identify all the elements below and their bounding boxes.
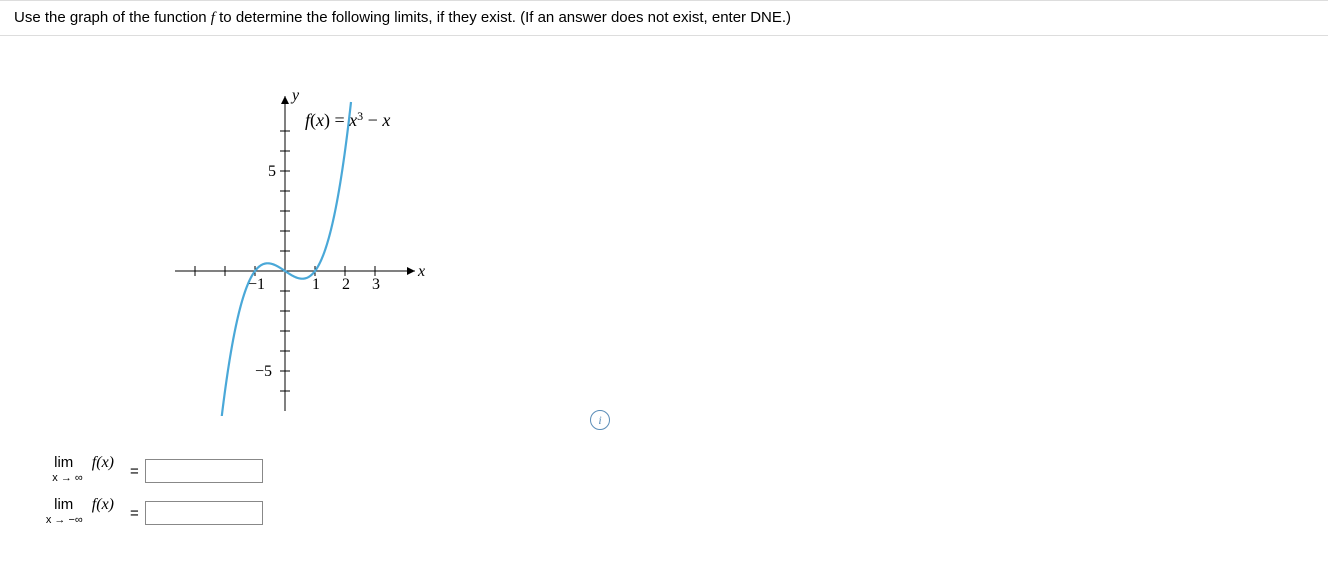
graph-svg: −1 1 2 3 5 −5 y x f(x) = x3 − x — [150, 86, 450, 416]
x-axis-label: x — [417, 263, 425, 280]
answers-block: lim f(x) x → ∞ f(x) = lim f(x) — [10, 450, 263, 534]
answer-input-pos-inf[interactable] — [145, 459, 263, 483]
limit-label-neg-inf: lim f(x) x → −∞ f(x) — [10, 497, 124, 529]
lim-sub-1: x → ∞ — [52, 472, 82, 484]
ytick-neg5: −5 — [255, 363, 272, 380]
answer-input-neg-inf[interactable] — [145, 501, 263, 525]
xtick-3: 3 — [372, 276, 380, 293]
eq-2: = — [124, 505, 145, 522]
limit-label-pos-inf: lim f(x) x → ∞ f(x) — [10, 455, 124, 487]
graph-figure: −1 1 2 3 5 −5 y x f(x) = x3 − x — [150, 86, 610, 426]
y-axis-label: y — [290, 87, 300, 104]
question-prompt: Use the graph of the function f to deter… — [14, 9, 791, 26]
eq-1: = — [124, 463, 145, 480]
question-prompt-bar: Use the graph of the function f to deter… — [0, 0, 1328, 36]
xtick-2: 2 — [342, 276, 350, 293]
lim-sub-2: x → −∞ — [46, 514, 83, 526]
limit-row-neg-inf: lim f(x) x → −∞ f(x) = — [10, 492, 263, 534]
info-glyph: i — [598, 413, 601, 428]
limit-row-pos-inf: lim f(x) x → ∞ f(x) = — [10, 450, 263, 492]
xtick-1: 1 — [312, 276, 320, 293]
prompt-pre: Use the graph of the function — [14, 9, 211, 26]
info-icon[interactable]: i — [590, 410, 610, 430]
ytick-5: 5 — [268, 163, 276, 180]
prompt-post: to determine the following limits, if th… — [215, 9, 791, 26]
